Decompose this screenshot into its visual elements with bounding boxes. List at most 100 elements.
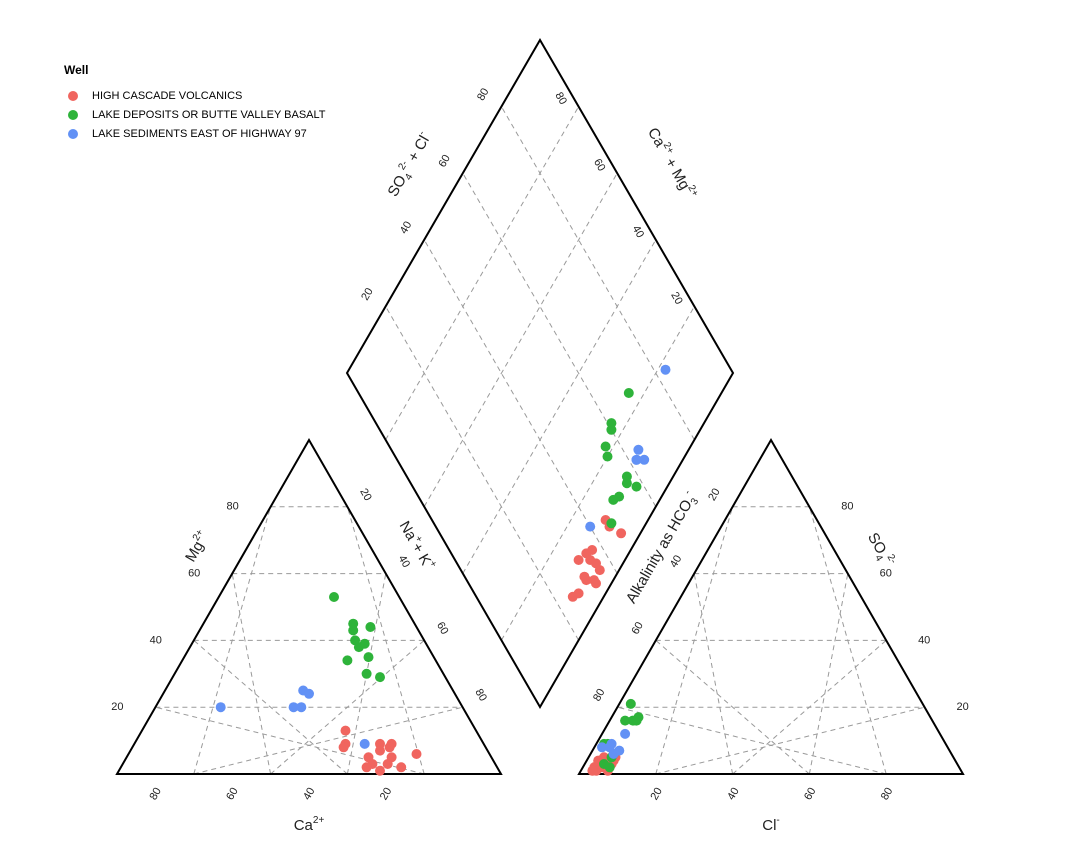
- data-point-anion: [597, 742, 607, 753]
- legend-label: LAKE SEDIMENTS EAST OF HIGHWAY 97: [92, 127, 307, 140]
- data-point-anion: [606, 738, 617, 749]
- data-point-diamond: [606, 424, 617, 435]
- tick-label: 80: [226, 501, 238, 513]
- data-point-diamond: [631, 481, 642, 492]
- data-point-cation: [350, 635, 361, 646]
- tick-label: 80: [879, 786, 896, 803]
- gridline: [808, 573, 849, 775]
- gridline: [385, 106, 580, 441]
- data-point-cation: [382, 759, 393, 769]
- tick-label: 40: [150, 634, 162, 646]
- gridline: [193, 706, 463, 775]
- legend-title: Well: [64, 63, 89, 77]
- data-point-cation: [411, 749, 422, 759]
- tick-label: 20: [357, 486, 374, 503]
- legend: Well HIGH CASCADE VOLCANICS LAKE DEPOSIT…: [64, 63, 326, 143]
- tick-label: 80: [591, 687, 608, 704]
- axis-title-cl: Cl-​: [762, 815, 780, 834]
- data-point-anion: [620, 728, 631, 739]
- data-point-diamond: [623, 388, 634, 398]
- data-point-cation: [296, 702, 307, 713]
- gridline: [500, 306, 695, 641]
- series-group: [338, 515, 627, 776]
- axis-title-mg: Mg2+​: [180, 527, 213, 565]
- tick-label: 40: [668, 553, 685, 570]
- tick-label: 60: [880, 568, 892, 580]
- gridline: [193, 640, 348, 775]
- frames: [115, 38, 965, 775]
- gridline: [732, 640, 887, 775]
- gridline: [617, 706, 887, 775]
- axis-titles: Ca2+​Mg2+​Na+​+ K+​Cl-​Alkalinity as HCO…: [180, 124, 899, 834]
- tick-label: 40: [918, 634, 930, 646]
- gridline: [270, 640, 425, 775]
- legend-swatch: [68, 90, 78, 101]
- series-group: [215, 364, 671, 759]
- axis-title-ca: Ca2+​: [294, 815, 325, 834]
- data-point-diamond: [579, 571, 590, 582]
- tick-labels: 20 40 60 80 20 40 60 80 80 60 40 20 20 40 60 80 20 40 60 80…: [111, 86, 968, 802]
- data-point-anion: [614, 745, 625, 756]
- tick-label: 60: [436, 153, 453, 170]
- data-point-diamond: [602, 451, 613, 462]
- tick-label: 80: [472, 687, 489, 704]
- gridline: [693, 573, 734, 775]
- data-point-cation: [361, 762, 372, 773]
- data-point-diamond: [616, 528, 627, 539]
- data-point-diamond: [608, 494, 619, 505]
- data-point-cation: [361, 668, 372, 679]
- data-points: [215, 364, 671, 776]
- anion-triangle: [577, 437, 965, 775]
- data-point-cation: [375, 765, 385, 776]
- gridline: [385, 306, 580, 641]
- tick-label: 20: [111, 701, 123, 713]
- data-point-cation: [348, 625, 359, 636]
- legend-item-lake-deposits: LAKE DEPOSITS OR BUTTE VALLEY BASALT: [64, 105, 326, 124]
- tick-label: 60: [188, 568, 200, 580]
- tick-label: 20: [378, 786, 395, 803]
- data-point-diamond: [573, 588, 584, 599]
- data-point-cation: [329, 592, 339, 602]
- tick-label: 40: [398, 219, 415, 236]
- gridline: [500, 106, 695, 441]
- data-point-diamond: [606, 518, 617, 529]
- tick-label: 40: [725, 786, 742, 803]
- data-point-cation: [340, 725, 351, 736]
- data-point-anion: [604, 762, 615, 773]
- data-point-diamond: [591, 558, 601, 569]
- legend-item-lake-sediments: LAKE SEDIMENTS EAST OF HIGHWAY 97: [64, 124, 326, 143]
- legend-swatch: [68, 128, 78, 139]
- data-point-cation: [359, 738, 370, 749]
- tick-label: 60: [434, 620, 451, 637]
- tick-label: 60: [802, 786, 819, 803]
- gridline: [655, 640, 810, 775]
- data-point-anion: [627, 715, 638, 726]
- tick-label: 80: [841, 501, 853, 513]
- data-point-anion: [620, 715, 631, 726]
- gridline: [155, 706, 425, 775]
- axis-title-ca-mg: Ca2+​ + Mg2+​: [644, 124, 701, 203]
- tick-label: 80: [147, 786, 164, 803]
- data-point-diamond: [600, 441, 611, 452]
- gridline: [423, 172, 618, 507]
- tick-label: 60: [591, 157, 608, 174]
- data-point-diamond: [639, 454, 650, 465]
- gridline: [423, 239, 618, 574]
- tick-label: 20: [706, 486, 723, 503]
- data-point-cation: [304, 688, 314, 699]
- tick-label: 40: [301, 786, 318, 803]
- data-point-cation: [375, 745, 385, 756]
- tick-label: 60: [224, 786, 241, 803]
- tick-label: 20: [668, 290, 685, 307]
- tick-label: 20: [648, 786, 665, 803]
- data-point-diamond: [621, 478, 632, 489]
- tick-label: 20: [359, 286, 376, 303]
- tick-label: 80: [475, 86, 492, 103]
- data-point-cation: [288, 702, 299, 713]
- gridline: [655, 706, 925, 775]
- axis-title-so4: SO4​2-​: [862, 529, 899, 571]
- gridline: [462, 172, 657, 507]
- gridline: [346, 506, 425, 775]
- diamond: [345, 38, 735, 709]
- gridline: [462, 239, 657, 574]
